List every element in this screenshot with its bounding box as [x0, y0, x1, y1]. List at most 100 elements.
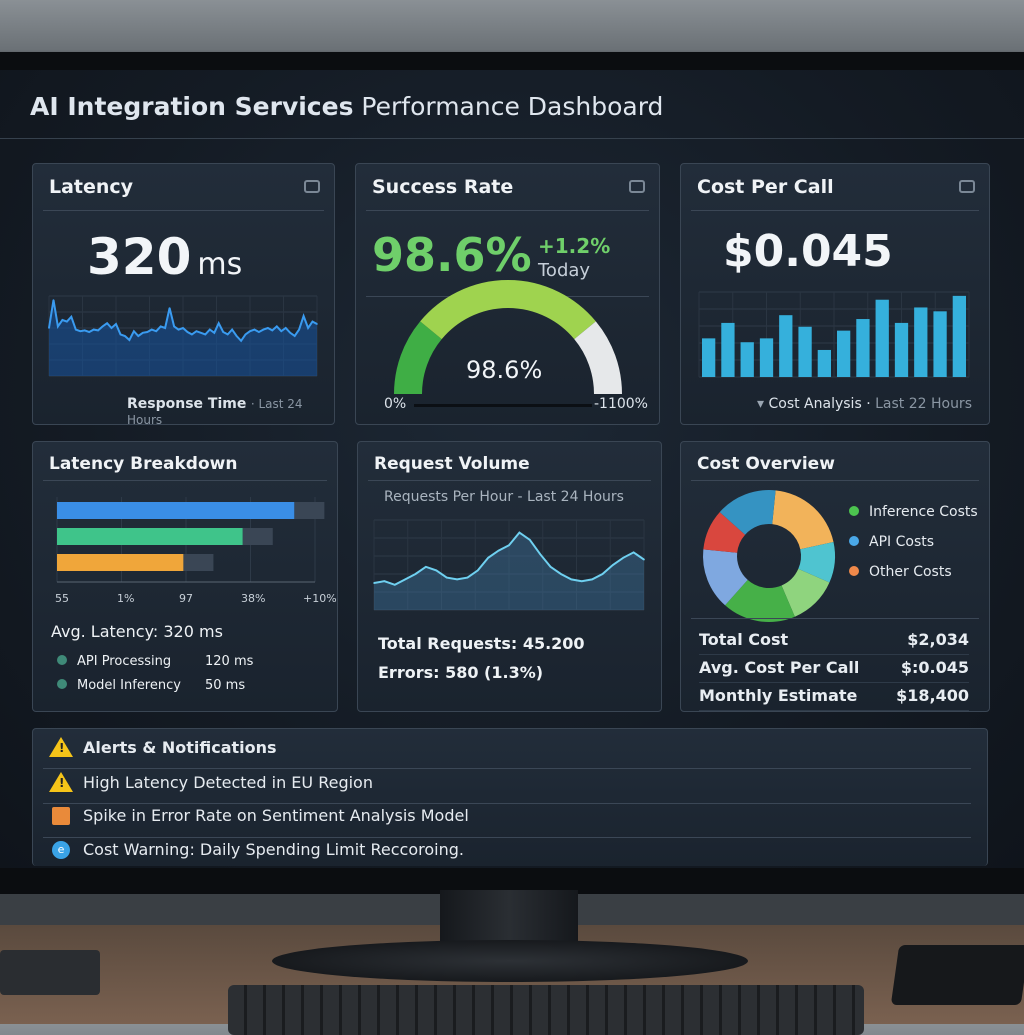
alert-item[interactable]: ! High Latency Detected in EU Region	[49, 772, 373, 792]
gauge-arc-mid	[420, 280, 596, 340]
cost-bar	[952, 295, 966, 377]
expand-icon[interactable]	[959, 180, 975, 193]
data-point	[316, 323, 318, 325]
breakdown-bar-label	[183, 554, 214, 571]
data-point	[195, 330, 198, 332]
axis-tick-label: 38%	[241, 592, 266, 605]
warning-icon: !	[49, 737, 73, 757]
gauge-arc-low	[394, 321, 443, 395]
breakdown-bar	[57, 502, 295, 519]
axis-tick-label: 55	[55, 592, 69, 605]
card-title: Cost Per Call	[697, 176, 834, 198]
data-point	[52, 299, 55, 301]
latency-value: 320 ms	[87, 228, 243, 286]
data-point	[508, 544, 510, 546]
data-point	[159, 325, 162, 328]
data-point	[632, 551, 635, 554]
expand-icon[interactable]	[629, 180, 645, 193]
data-point	[231, 328, 233, 331]
data-point	[110, 327, 113, 329]
card-title: Request Volume	[374, 454, 530, 474]
data-point	[66, 320, 68, 323]
data-point	[177, 328, 180, 331]
latency-breakdown-card: Latency Breakdown 55 1% 97 38% +10% Avg. Lat…	[32, 441, 338, 712]
data-point	[298, 328, 300, 331]
data-point	[284, 327, 287, 329]
cost-row: Avg. Cost Per Call $:0.045	[699, 655, 969, 683]
data-point	[293, 335, 296, 337]
data-point	[549, 566, 552, 568]
expand-icon[interactable]	[304, 180, 320, 193]
success-gauge	[394, 280, 622, 395]
donut-slice	[781, 568, 830, 617]
data-point	[271, 329, 274, 332]
data-point	[280, 330, 283, 332]
list-item-value: 120 ms	[205, 654, 254, 669]
list-item: API Processing	[57, 654, 171, 669]
data-point	[276, 325, 278, 328]
success-value: 98.6%	[372, 228, 532, 282]
data-point	[222, 331, 224, 333]
gauge-max: -1100%	[594, 396, 648, 412]
data-point	[622, 557, 625, 559]
warning-icon: !	[49, 772, 73, 792]
data-point	[302, 315, 305, 317]
data-point	[528, 539, 531, 541]
cost-bar	[914, 307, 928, 377]
data-point	[249, 330, 251, 332]
cost-bar	[759, 338, 774, 377]
alert-item[interactable]: Spike in Error Rate on Sentiment Analysi…	[49, 806, 469, 825]
data-point	[115, 323, 117, 325]
data-point	[128, 339, 131, 341]
data-point	[487, 557, 490, 559]
data-point	[79, 330, 82, 332]
breakdown-bar	[57, 554, 184, 571]
data-point	[425, 566, 427, 568]
alert-item[interactable]: e Cost Warning: Daily Spending Limit Recc…	[49, 840, 464, 859]
axis-tick-label: 1%	[117, 592, 135, 605]
data-point	[186, 331, 189, 333]
data-point	[204, 333, 207, 336]
gauge-min: 0%	[384, 396, 407, 412]
data-point	[106, 322, 108, 324]
data-point	[456, 578, 458, 581]
area-fill	[49, 300, 317, 376]
data-point	[137, 335, 140, 337]
data-point	[383, 580, 386, 582]
dashboard-screen: AI Integration Services Performance Dash…	[0, 70, 1024, 868]
data-point	[191, 333, 193, 336]
data-point	[235, 335, 238, 337]
alerts-panel: ! Alerts & Notifications ! High Latency De…	[32, 728, 988, 866]
error-count: Errors: 580 (1.3%)	[378, 663, 544, 682]
cost-row: Monthly Estimate $18,400	[699, 683, 969, 711]
data-point	[612, 564, 614, 566]
latency-breakdown-chart	[56, 497, 325, 583]
data-point	[601, 573, 604, 575]
data-point	[560, 573, 562, 575]
data-point	[142, 332, 144, 334]
phone	[890, 945, 1024, 1005]
area-fill	[374, 532, 644, 610]
latency-card: Latency 320 ms Response Time · Last 24 Ho…	[32, 163, 335, 427]
data-point	[311, 320, 314, 323]
data-point	[48, 327, 50, 329]
data-point	[83, 329, 86, 332]
cost-bar	[856, 319, 870, 377]
data-point	[435, 569, 438, 572]
cost-bar	[721, 322, 735, 377]
card-title: Success Rate	[372, 176, 514, 198]
cost-per-call-card: Cost Per Call $0.045 ▾ Cost Analysis · L…	[680, 163, 990, 425]
data-point	[373, 582, 375, 584]
latency-caption: Response Time · Last 24 Hours	[127, 396, 303, 427]
gauge-arc-remaining	[573, 321, 622, 395]
data-point	[173, 325, 175, 328]
data-point	[88, 331, 90, 333]
data-point	[477, 569, 479, 572]
data-point	[497, 549, 500, 552]
data-point	[591, 578, 593, 581]
data-point	[253, 328, 256, 331]
success-delta-label: Today	[538, 260, 591, 281]
data-point	[133, 330, 135, 332]
data-point	[61, 319, 64, 321]
card-title: Latency	[49, 176, 134, 198]
